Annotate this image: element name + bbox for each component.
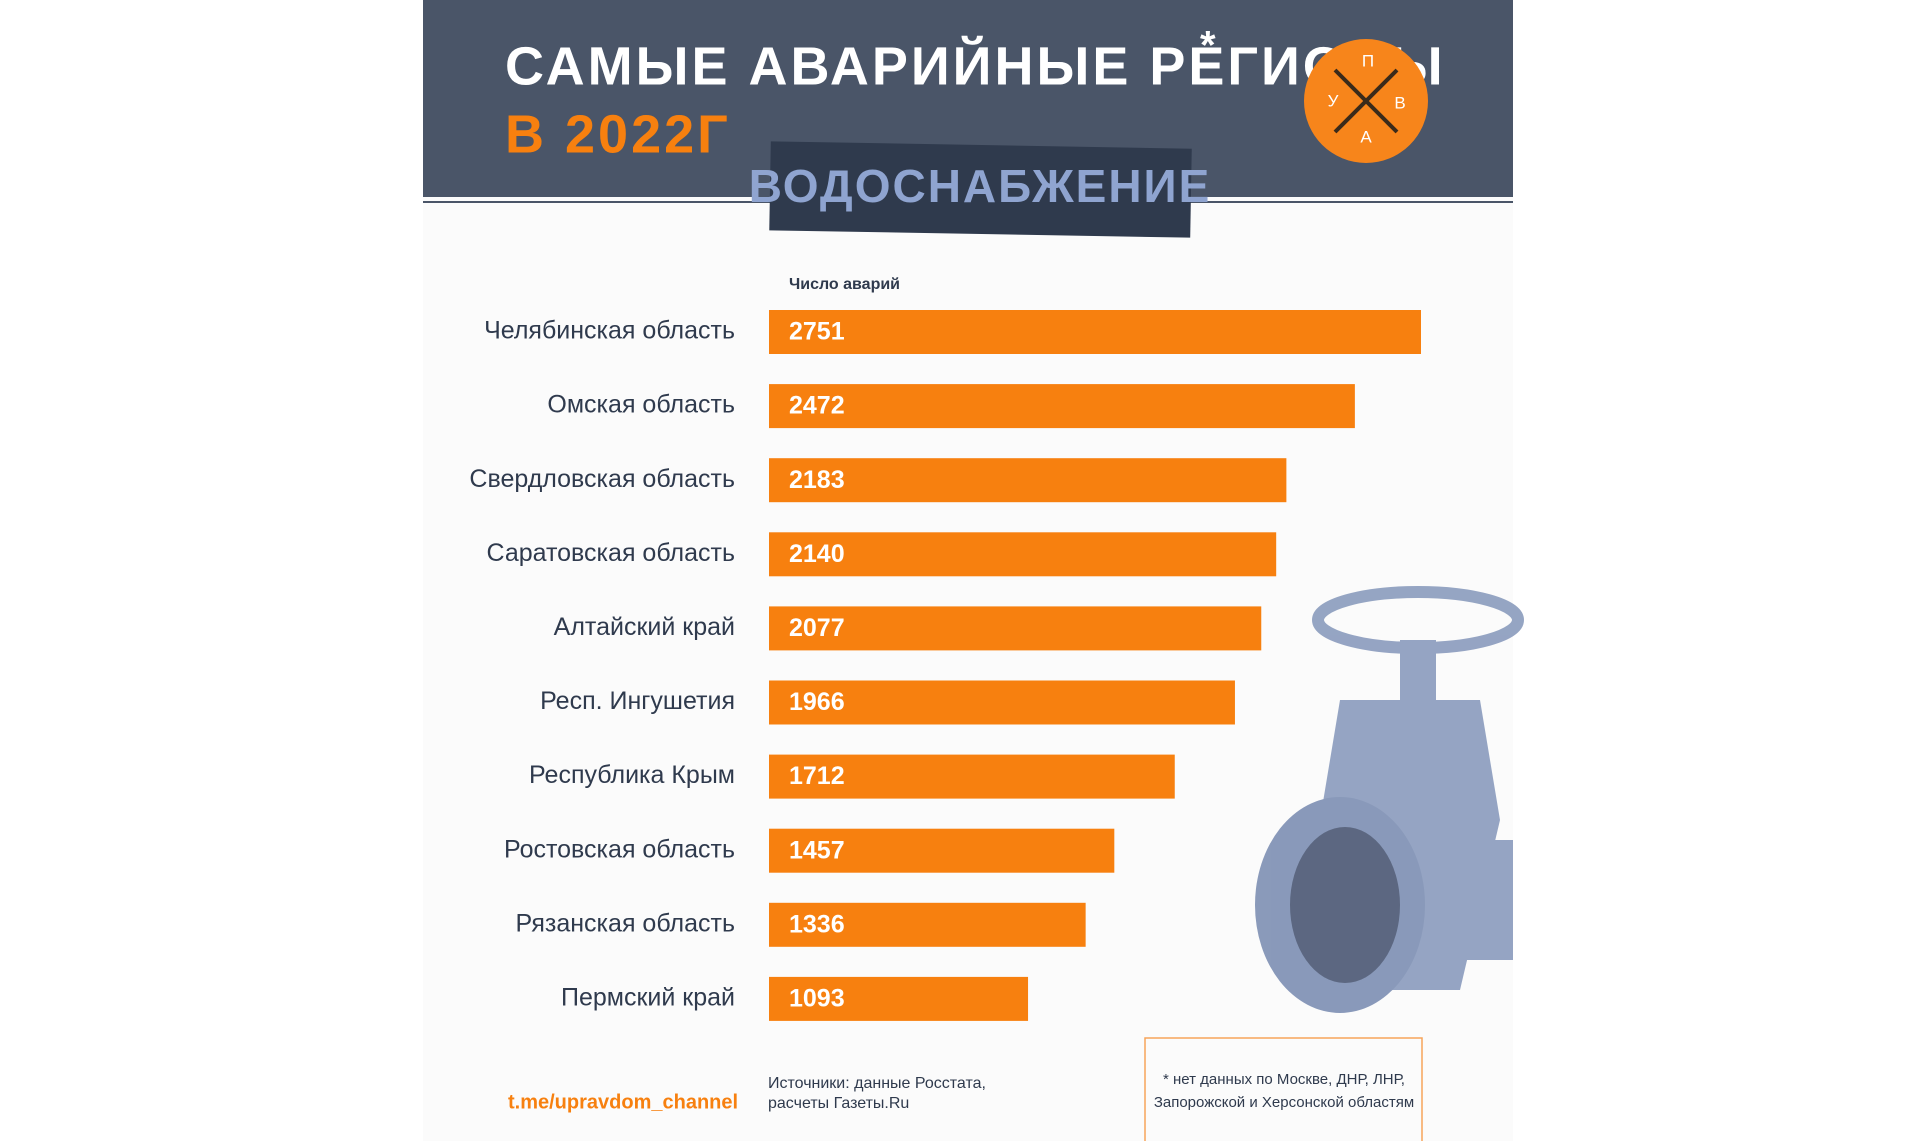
- bar: [769, 384, 1355, 429]
- value-label: 2077: [789, 614, 845, 642]
- section-title: ВОДОСНАБЖЕНИЕ: [749, 160, 1212, 212]
- bar: [769, 828, 1115, 873]
- link[interactable]: t.me/upravdom_channel: [508, 1091, 738, 1113]
- value-label: 2140: [789, 540, 845, 568]
- value-label: 2183: [789, 466, 845, 494]
- bar: [769, 754, 1175, 799]
- bar: [769, 310, 1421, 354]
- valve-opening: [1290, 827, 1400, 983]
- valve-illustration: [1255, 586, 1524, 1013]
- category-label: Свердловская область: [469, 465, 735, 493]
- category-label: Ростовская область: [504, 835, 735, 863]
- logo-letter: А: [1360, 127, 1372, 146]
- category-label: Алтайский край: [554, 613, 735, 641]
- source-line: Источники: данные Росстата,: [768, 1075, 986, 1092]
- category-label: Челябинская область: [484, 317, 735, 345]
- bar: [769, 976, 1029, 1021]
- value-label: 1093: [789, 985, 845, 1013]
- bar: [769, 458, 1287, 503]
- valve-stem: [1400, 640, 1436, 700]
- bar: [769, 680, 1235, 725]
- axis-label: Число аварий: [789, 276, 900, 293]
- footnote-line: Запорожской и Херсонской областям: [1154, 1094, 1414, 1111]
- section-ribbon: [769, 141, 1192, 238]
- value-label: 1336: [789, 910, 845, 938]
- footnote-box: [1144, 1037, 1423, 1141]
- logo: П В А У: [1304, 39, 1428, 163]
- category-label: Республика Крым: [529, 761, 735, 789]
- valve-pipe: [1460, 840, 1513, 960]
- value-label: 1457: [789, 836, 845, 864]
- logo-letter: П: [1362, 51, 1374, 70]
- bar: [769, 606, 1262, 651]
- category-label: Саратовская область: [486, 539, 735, 567]
- category-label: Респ. Ингушетия: [540, 687, 735, 715]
- title: САМЫЕ АВАРИЙНЫЕ РЕГИОНЫ: [505, 35, 1446, 96]
- value-label: 1966: [789, 688, 845, 716]
- subtitle: В 2022Г: [505, 104, 731, 164]
- category-label: Пермский край: [561, 984, 735, 1012]
- bar: [769, 902, 1086, 947]
- title-mark: *: [1200, 24, 1216, 68]
- logo-tool: [1333, 68, 1399, 134]
- value-label: 2472: [789, 392, 845, 420]
- value-label: 1712: [789, 762, 845, 790]
- footnote-line: * нет данных по Москве, ДНР, ЛНР,: [1163, 1071, 1405, 1088]
- logo-letter: У: [1328, 91, 1339, 110]
- source-line: расчеты Газеты.Ru: [768, 1095, 909, 1112]
- logo-letter: В: [1394, 93, 1405, 112]
- value-label: 2751: [789, 318, 845, 346]
- category-label: Рязанская область: [516, 909, 736, 937]
- category-label: Омская область: [547, 391, 735, 419]
- bar: [769, 532, 1277, 577]
